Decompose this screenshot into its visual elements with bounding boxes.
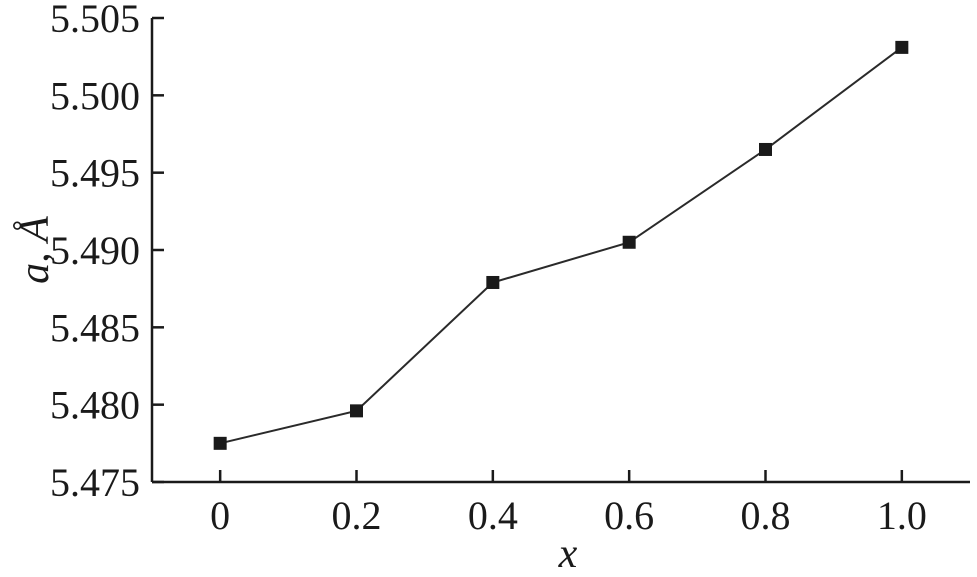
y-tick-label: 5.480 — [50, 383, 140, 428]
x-ticks: 0 0.2 0.4 0.6 0.8 1.0 — [210, 470, 927, 538]
y-tick-label: 5.505 — [50, 0, 140, 41]
x-tick-label: 0 — [210, 493, 230, 538]
x-tick-label: 1.0 — [877, 493, 927, 538]
data-point — [622, 235, 636, 249]
series-line — [219, 46, 903, 445]
data-point — [759, 142, 772, 156]
data-point — [895, 40, 909, 54]
y-axis-label: a, Å — [12, 216, 58, 284]
y-ticks: 5.475 5.480 5.485 5.490 5.495 5.500 5.505 — [50, 0, 164, 505]
data-point — [350, 404, 363, 418]
y-tick-label: 5.485 — [50, 305, 140, 350]
y-tick-label: 5.500 — [50, 73, 140, 118]
x-axis-label: x — [558, 531, 578, 577]
x-tick-label: 0.8 — [741, 493, 791, 538]
x-tick-label: 0.2 — [332, 493, 382, 538]
y-tick-label: 5.495 — [50, 151, 140, 196]
y-tick-label: 5.475 — [50, 460, 140, 505]
data-point — [486, 275, 500, 289]
data-point — [213, 436, 227, 450]
series — [213, 40, 909, 450]
y-tick-label: 5.490 — [50, 228, 140, 273]
x-tick-label: 0.4 — [468, 493, 518, 538]
x-tick-label: 0.6 — [604, 493, 654, 538]
